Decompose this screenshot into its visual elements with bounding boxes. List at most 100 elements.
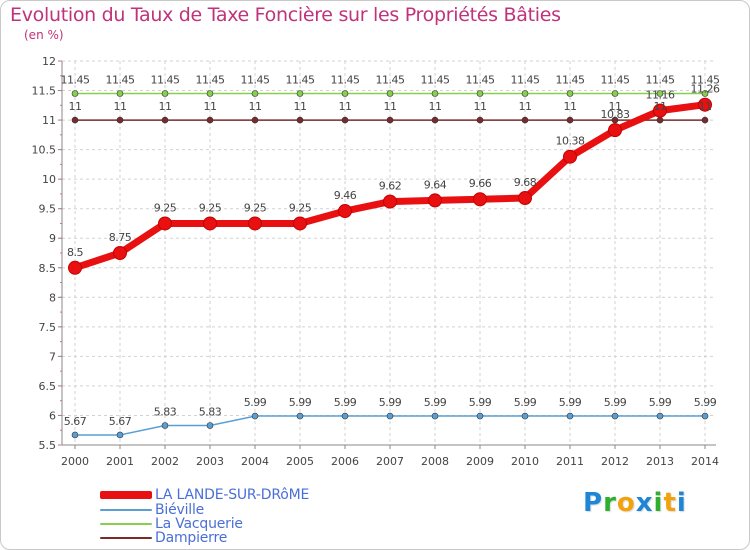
data-label: 9.25 [244,201,267,214]
y-tick-label: 9 [49,232,56,245]
x-tick-label: 2003 [196,455,224,468]
y-tick-label: 6 [49,409,56,422]
x-tick-label: 2013 [646,455,674,468]
data-label: 11 [654,100,667,113]
data-label: 5.99 [514,396,537,409]
data-point [251,90,259,97]
data-label: 8.75 [109,231,132,244]
data-label: 9.25 [289,201,312,214]
x-tick-label: 2006 [331,455,359,468]
data-point [566,412,574,420]
data-label: 11.45 [376,73,405,86]
legend-item-la-lande: LA LANDE-SUR-DRôME [100,487,309,503]
chart-title: Evolution du Taux de Taxe Foncière sur l… [10,4,561,26]
data-label: 11 [159,100,172,113]
y-tick-label: 11 [42,114,56,127]
data-point [698,97,712,112]
data-label: 11.45 [241,73,270,86]
logo-letter: x [635,488,654,518]
x-tick-label: 2011 [556,455,584,468]
data-point [383,194,397,209]
data-label: 5.99 [334,396,357,409]
data-point [701,116,709,124]
data-label: 8.5 [67,246,83,259]
data-label: 11 [429,100,442,113]
data-point [656,116,664,124]
legend-label: Dampierre [155,530,228,546]
data-point [611,116,619,124]
y-tick-label: 10 [42,173,56,186]
y-tick-label: 9.5 [39,203,57,216]
data-label: 11.45 [61,73,90,86]
data-label: 11.16 [646,89,675,102]
x-tick-label: 2009 [466,455,494,468]
data-label: 11.45 [106,73,135,86]
y-tick-label: 8 [49,291,56,304]
data-label: 11 [339,100,352,113]
data-label: 11 [699,100,712,113]
data-label: 5.99 [379,396,402,409]
y-tick-label: 8.5 [39,262,57,275]
legend-label: Biéville [155,502,205,518]
data-label: 11 [609,100,622,113]
data-point [521,116,529,124]
data-point [116,90,124,97]
data-label: 11.45 [601,73,630,86]
data-point [653,103,667,118]
data-label: 10.38 [556,135,585,148]
data-point [431,116,439,124]
data-point [473,192,487,207]
data-point [206,90,214,97]
data-label: 5.83 [199,406,222,419]
data-point [611,90,619,97]
data-point [251,116,259,124]
data-label: 11 [564,100,577,113]
data-label: 9.46 [334,189,357,202]
data-label: 5.99 [424,396,447,409]
logo-letter: t [663,488,677,518]
y-tick-label: 12 [42,55,56,68]
logo-letter: P [583,488,604,518]
data-point [158,216,172,231]
legend-item-dampierre: Dampierre [100,530,228,546]
data-point [431,90,439,97]
data-point [428,193,442,208]
logo-letter: i [653,488,664,518]
data-point [71,116,79,124]
legend-swatch [100,537,152,539]
data-point [341,116,349,124]
data-point [71,431,79,439]
data-label: 11.45 [331,73,360,86]
data-point [476,90,484,97]
y-tick-label: 7 [49,350,56,363]
data-point [203,216,217,231]
data-point [161,90,169,97]
data-point [251,412,259,420]
data-label: 11.45 [196,73,225,86]
data-label: 5.99 [244,396,267,409]
data-point [341,412,349,420]
data-point [521,90,529,97]
x-tick-label: 2014 [691,455,719,468]
x-tick-label: 2010 [511,455,539,468]
x-tick-label: 2007 [376,455,404,468]
data-point [386,412,394,420]
legend-swatch [100,509,152,511]
x-tick-label: 2008 [421,455,449,468]
data-label: 9.66 [469,177,492,190]
data-point [71,90,79,97]
data-point [116,431,124,439]
data-label: 9.25 [154,201,177,214]
data-point [116,116,124,124]
x-tick-label: 2012 [601,455,629,468]
legend-swatch [100,491,152,499]
data-label: 5.83 [154,406,177,419]
data-label: 5.67 [109,415,132,428]
data-point [701,412,709,420]
data-point [656,90,664,97]
logo-letter: i [676,488,687,518]
data-label: 11 [204,100,217,113]
x-tick-label: 2004 [241,455,269,468]
legend-item-bieville: Biéville [100,502,205,518]
